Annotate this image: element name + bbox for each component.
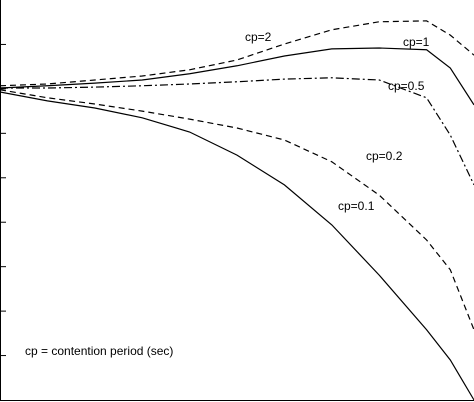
series-label: cp=2: [245, 30, 272, 44]
line-series: [0, 91, 474, 401]
line-series: [0, 20, 474, 87]
series-label: cp=0.2: [366, 149, 403, 163]
line-series: [0, 89, 474, 330]
annotation: cp = contention period (sec): [25, 344, 173, 358]
line-series: [0, 77, 474, 186]
line-series: [0, 47, 474, 106]
series-label: cp=1: [403, 35, 430, 49]
series-label: cp=0.1: [338, 199, 375, 213]
series-label: cp=0.5: [388, 79, 425, 93]
